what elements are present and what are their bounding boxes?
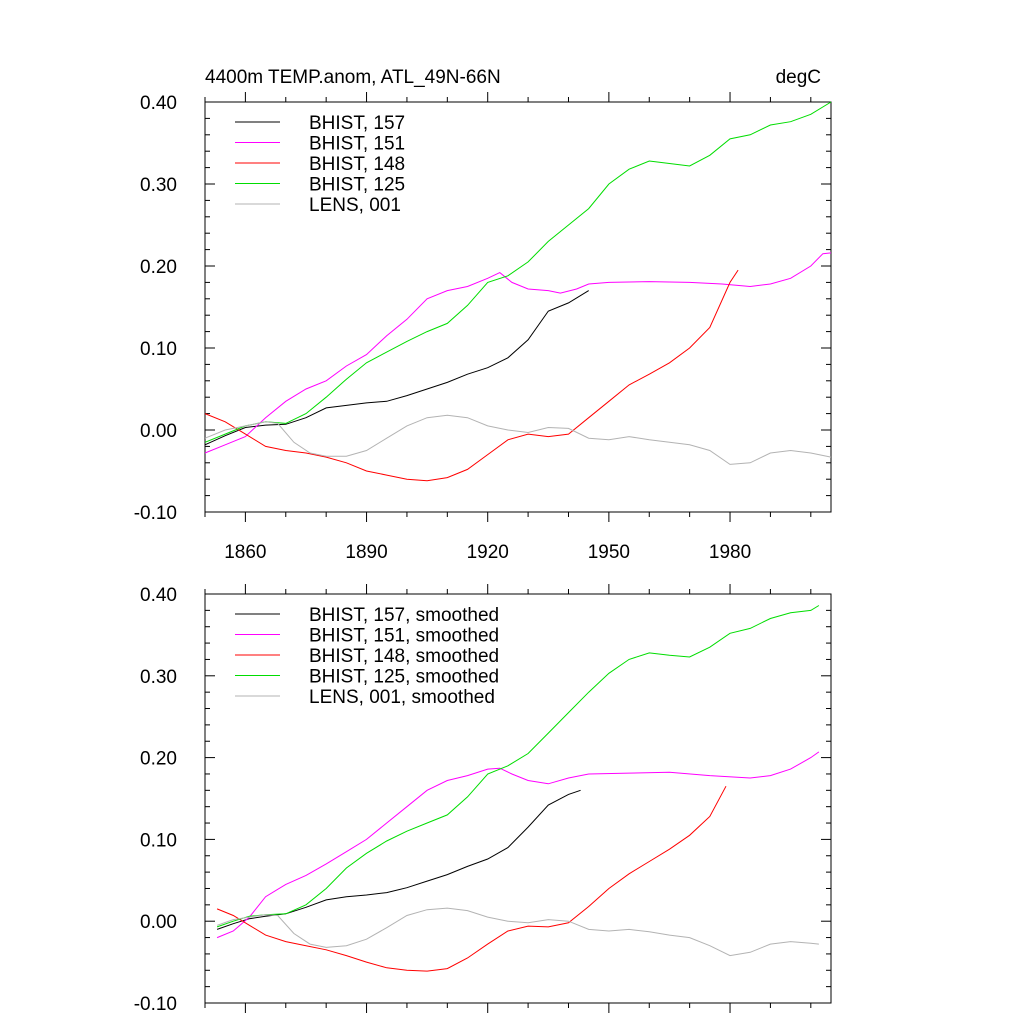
x-tick-label: 1950	[588, 542, 630, 563]
x-tick-label: 1890	[345, 542, 387, 563]
legend-label-4: BHIST, 125, smoothed	[309, 667, 499, 688]
legend-label-4: BHIST, 125	[309, 175, 405, 196]
y-tick-label: 0.00	[140, 421, 177, 442]
y-tick-label: 0.10	[140, 830, 177, 851]
y-tick-label: 0.10	[140, 339, 177, 360]
series-line-2	[216, 751, 820, 939]
y-tick-label: 0.30	[140, 175, 177, 196]
legend-label-2: BHIST, 151, smoothed	[309, 626, 499, 647]
legend-label-3: BHIST, 148, smoothed	[309, 646, 499, 667]
legend-label-1: BHIST, 157	[309, 113, 405, 134]
legend-label-3: BHIST, 148	[309, 154, 405, 175]
series-line-4	[216, 605, 820, 928]
chart-title: 4400m TEMP.anom, ATL_49N-66N	[205, 67, 501, 88]
plot-frame-1	[204, 101, 832, 513]
legend-label-5: LENS, 001	[309, 195, 401, 216]
series-line-3	[204, 269, 739, 482]
x-tick-label: 1920	[467, 542, 509, 563]
y-tick-label: 0.40	[140, 585, 177, 606]
y-tick-label: 0.20	[140, 257, 177, 278]
series-line-5	[216, 907, 819, 957]
legend-label-1: BHIST, 157, smoothed	[309, 605, 499, 626]
x-tick-label: 1980	[709, 542, 751, 563]
y-tick-label: 0.30	[140, 667, 177, 688]
series-line-1	[204, 290, 589, 446]
plot-frame-2	[204, 593, 832, 1004]
series-line-2	[204, 252, 832, 454]
chart-units: degC	[776, 67, 821, 88]
y-tick-label: 0.20	[140, 749, 177, 770]
series-line-1	[216, 789, 581, 930]
y-tick-label: -0.10	[134, 994, 177, 1015]
y-tick-label: -0.10	[134, 503, 177, 524]
series-line-5	[204, 414, 832, 465]
legend-label-2: BHIST, 151	[309, 134, 405, 155]
y-tick-label: 0.00	[140, 912, 177, 933]
x-tick-label: 1860	[224, 542, 266, 563]
y-tick-label: 0.40	[140, 93, 177, 114]
series-line-3	[216, 785, 727, 972]
series-line-4	[204, 101, 832, 443]
legend-label-5: LENS, 001, smoothed	[309, 687, 495, 708]
